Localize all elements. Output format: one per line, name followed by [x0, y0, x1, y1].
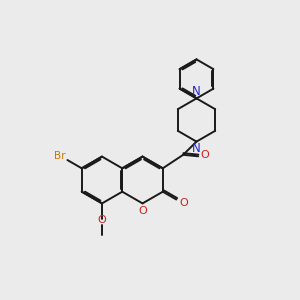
Text: Br: Br	[54, 151, 66, 161]
Text: N: N	[192, 85, 201, 98]
Text: O: O	[138, 206, 147, 216]
Text: O: O	[98, 214, 106, 225]
Text: N: N	[192, 142, 201, 155]
Text: O: O	[179, 198, 188, 208]
Text: O: O	[200, 150, 209, 161]
